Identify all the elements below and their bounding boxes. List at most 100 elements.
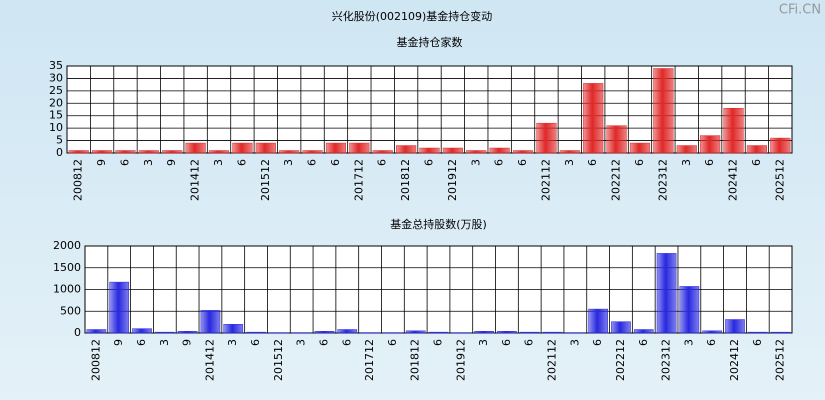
bar	[512, 150, 534, 154]
bar	[466, 150, 487, 154]
x-tick-label: 6	[591, 339, 604, 346]
y-tick-label: 0	[56, 146, 63, 159]
bar	[325, 142, 347, 154]
x-tick-label: 6	[586, 159, 599, 166]
x-tick-label: 201512	[272, 339, 285, 381]
bar	[185, 142, 206, 154]
x-tick-label: 201712	[363, 339, 376, 381]
bar	[611, 321, 631, 334]
x-tick-label: 9	[95, 159, 108, 166]
x-tick-label: 6	[135, 339, 148, 346]
bar	[405, 330, 426, 334]
bar	[138, 150, 159, 154]
x-tick-label: 6	[751, 339, 764, 346]
x-tick-label: 6	[118, 159, 131, 166]
bar	[302, 150, 323, 154]
bar	[255, 142, 276, 154]
x-tick-label: 6	[703, 159, 716, 166]
bar	[536, 122, 557, 154]
bar	[746, 145, 767, 154]
x-tick-label: 6	[235, 159, 248, 166]
bar	[656, 253, 677, 334]
bar	[419, 147, 440, 154]
x-tick-label: 6	[637, 339, 650, 346]
bar	[725, 319, 745, 334]
bar	[606, 125, 627, 154]
x-tick-label: 9	[112, 339, 125, 346]
bar	[223, 324, 244, 334]
x-tick-label: 9	[181, 339, 194, 346]
bar	[770, 331, 791, 334]
bar	[489, 147, 510, 154]
bar	[519, 331, 540, 334]
bar	[679, 286, 700, 334]
y-tick-label: 35	[49, 59, 63, 72]
x-tick-label: 201912	[454, 339, 467, 381]
bar	[154, 331, 175, 334]
x-tick-label: 3	[469, 159, 482, 166]
x-tick-label: 6	[423, 159, 436, 166]
x-tick-label: 9	[165, 159, 178, 166]
bar	[542, 331, 563, 334]
x-tick-label: 3	[142, 159, 155, 166]
bar	[633, 329, 654, 334]
x-tick-label: 200812	[72, 159, 85, 201]
bar	[497, 331, 517, 334]
bar	[723, 108, 744, 154]
bar	[747, 331, 768, 334]
bar	[372, 150, 393, 154]
bar	[770, 137, 791, 154]
x-tick-label: 3	[563, 159, 576, 166]
x-tick-label: 6	[329, 159, 342, 166]
y-tick-label: 1000	[53, 283, 81, 296]
x-tick-label: 6	[249, 339, 262, 346]
chart-title: 基金总持股数(万股)	[390, 217, 487, 231]
x-tick-label: 201412	[189, 159, 202, 201]
x-tick-label: 6	[306, 159, 319, 166]
x-tick-label: 6	[432, 339, 445, 346]
bar	[132, 328, 152, 334]
x-tick-label: 3	[226, 339, 239, 346]
x-tick-label: 201712	[352, 159, 365, 201]
bar	[396, 145, 417, 154]
x-tick-label: 3	[282, 159, 295, 166]
x-tick-label: 202412	[727, 159, 740, 201]
x-tick-label: 201912	[446, 159, 459, 201]
watermark: CFi.CN	[779, 3, 821, 18]
y-tick-label: 0	[74, 326, 81, 339]
x-tick-label: 6	[633, 159, 646, 166]
bar	[208, 150, 230, 154]
bar	[337, 329, 358, 334]
x-tick-label: 202112	[546, 339, 559, 381]
bar	[583, 83, 604, 154]
x-tick-label: 6	[705, 339, 718, 346]
bar	[109, 281, 130, 334]
x-tick-label: 201512	[259, 159, 272, 201]
x-tick-label: 202312	[656, 159, 669, 201]
bar	[700, 135, 721, 154]
bar	[246, 331, 266, 334]
y-tick-label: 15	[49, 109, 63, 122]
x-tick-label: 202112	[539, 159, 552, 201]
y-tick-label: 10	[49, 121, 63, 134]
bar	[314, 331, 335, 334]
bar	[653, 68, 674, 154]
bar	[676, 145, 697, 154]
x-tick-label: 3	[158, 339, 171, 346]
bar	[115, 150, 136, 154]
x-tick-label: 202512	[773, 159, 786, 201]
x-tick-label: 6	[376, 159, 389, 166]
bar	[474, 331, 494, 334]
x-tick-label: 3	[295, 339, 308, 346]
bar	[559, 150, 580, 154]
bar	[68, 150, 89, 154]
y-tick-label: 1500	[53, 261, 81, 274]
plot-area	[66, 65, 793, 154]
bar	[588, 308, 608, 334]
x-tick-label: 202412	[728, 339, 741, 381]
y-tick-label: 25	[49, 84, 63, 97]
x-tick-label: 6	[493, 159, 506, 166]
x-tick-label: 6	[750, 159, 763, 166]
x-tick-label: 200812	[89, 339, 102, 381]
